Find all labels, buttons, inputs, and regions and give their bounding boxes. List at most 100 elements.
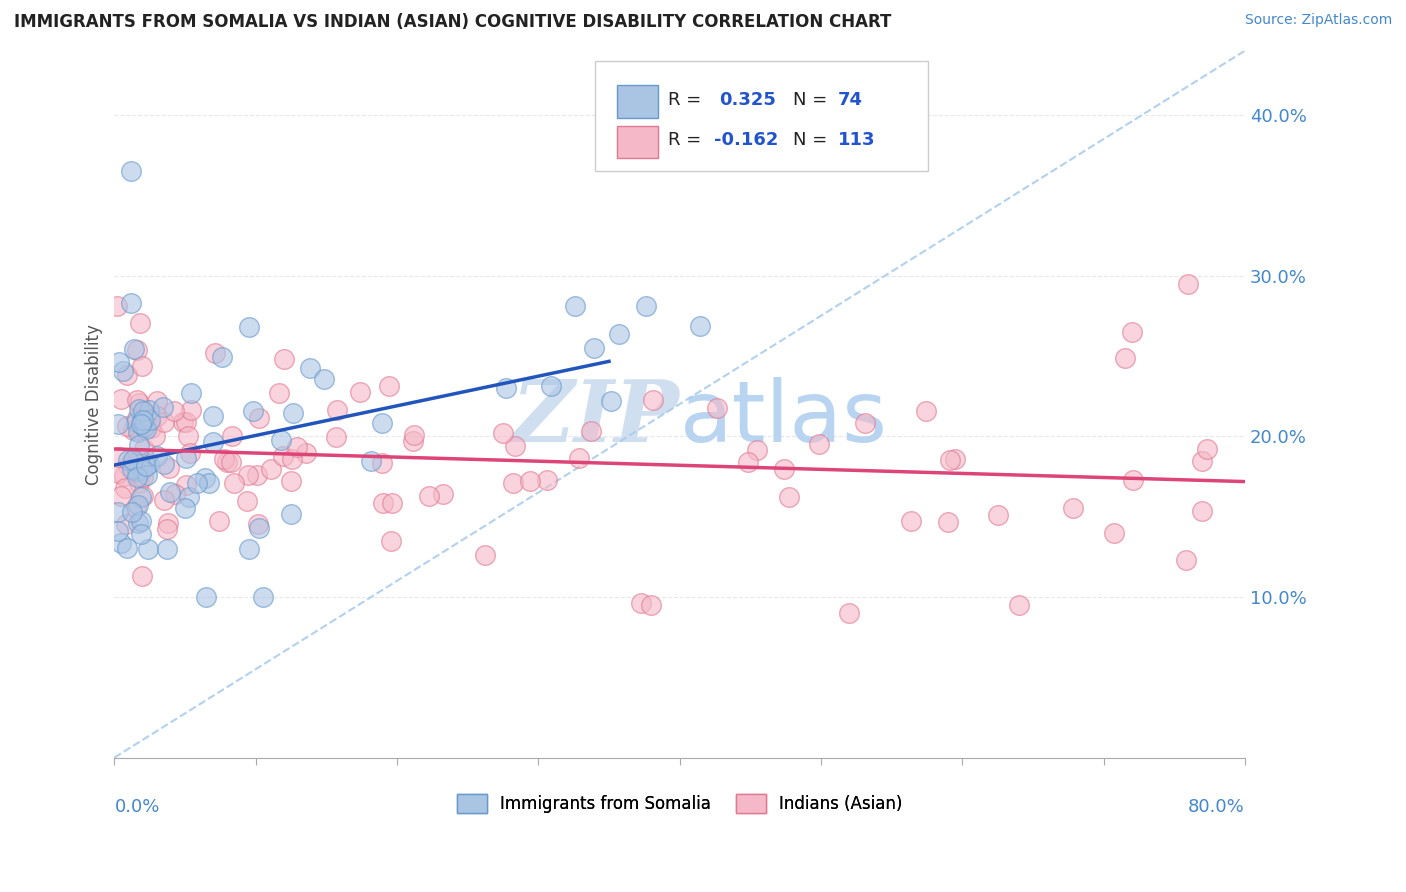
Point [1114,351,1136,365]
Text: R =: R = [668,91,707,109]
Point [1102,525,1125,540]
Point [247,411,270,425]
Point [267,386,290,401]
Point [281,406,304,420]
Point [201,409,224,423]
Point [107,505,129,519]
Point [172,415,194,429]
Text: -0.162: -0.162 [714,131,778,150]
Point [807,436,830,450]
Point [900,514,922,528]
Point [139,421,162,435]
Point [135,458,157,473]
Point [122,453,145,467]
Point [564,299,586,313]
Point [177,491,200,505]
Point [271,449,294,463]
Point [174,477,197,491]
Text: 113: 113 [838,131,876,150]
Point [242,404,264,418]
Point [159,485,181,500]
Point [125,415,148,429]
Point [495,381,517,395]
Point [281,451,304,466]
Point [371,456,394,470]
Point [129,417,152,432]
Point [236,468,259,483]
Point [207,514,229,528]
Point [163,403,186,417]
Point [174,450,197,465]
Point [129,527,152,541]
Text: N =: N = [793,91,832,109]
Point [737,455,759,469]
Point [536,473,558,487]
Point [127,425,149,439]
Point [252,590,274,604]
Point [128,402,150,417]
Point [128,395,150,409]
Point [222,476,245,491]
Point [115,541,138,555]
Point [163,487,186,501]
Text: Source: ZipAtlas.com: Source: ZipAtlas.com [1244,13,1392,28]
Point [373,495,395,509]
Point [402,434,425,448]
Point [607,326,630,341]
Point [706,401,728,416]
Point [156,541,179,556]
Point [180,402,202,417]
FancyBboxPatch shape [617,126,658,158]
Text: 0.325: 0.325 [720,91,776,109]
Point [630,596,652,610]
Point [131,469,153,483]
Point [945,451,967,466]
Point [540,379,562,393]
Point [212,451,235,466]
Point [474,548,496,562]
Point [246,516,269,531]
Point [132,404,155,418]
Point [132,420,155,434]
Point [987,508,1010,522]
Point [138,403,160,417]
Point [236,494,259,508]
Text: R =: R = [668,131,707,150]
Point [138,457,160,471]
Point [579,424,602,438]
Text: ZIP: ZIP [512,376,679,460]
Point [270,433,292,447]
Point [107,466,129,480]
Point [640,598,662,612]
Point [117,453,139,467]
Point [838,606,860,620]
Point [107,524,129,539]
Point [146,449,169,463]
Point [245,467,267,482]
Point [108,355,131,369]
Point [217,455,239,469]
Point [634,299,657,313]
Point [117,419,139,434]
Point [131,414,153,428]
Point [186,475,208,490]
Point [125,469,148,483]
Point [124,456,146,470]
Point [128,423,150,437]
Point [219,455,242,469]
Point [128,438,150,452]
Point [221,428,243,442]
Point [280,474,302,488]
Point [107,417,129,431]
Point [247,521,270,535]
Point [204,346,226,360]
Point [502,475,524,490]
Point [1174,552,1197,566]
Point [689,318,711,333]
Point [1008,598,1031,612]
Point [138,413,160,427]
Point [1191,504,1213,518]
Text: atlas: atlas [679,376,887,459]
Point [745,442,768,457]
Point [156,522,179,536]
